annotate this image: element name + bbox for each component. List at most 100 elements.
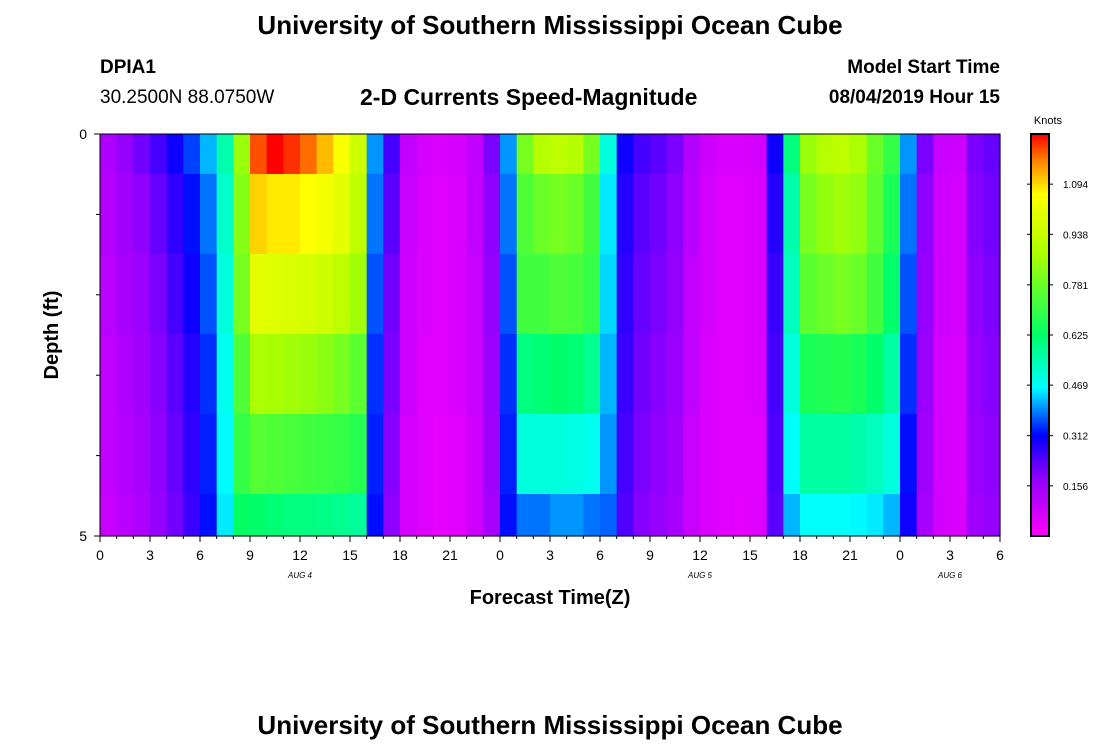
date-label: AUG 4 — [287, 571, 313, 580]
heatmap-cell — [516, 174, 534, 255]
heatmap-cell — [400, 174, 418, 255]
heatmap-cell — [266, 414, 284, 495]
heatmap-cell — [200, 174, 218, 255]
heatmap-cell — [100, 174, 118, 255]
x-axis-label: Forecast Time(Z) — [470, 587, 631, 609]
heatmap-cell — [350, 134, 368, 175]
heatmap-cell — [750, 414, 768, 495]
heatmap-cell — [483, 134, 501, 175]
heatmap-cells — [100, 134, 1001, 537]
heatmap-cell — [483, 174, 501, 255]
heatmap-cell — [716, 334, 734, 415]
heatmap-cell — [366, 254, 384, 335]
title-bottom: University of Southern Mississippi Ocean… — [257, 710, 843, 740]
heatmap-cell — [650, 174, 668, 255]
heatmap-cell — [766, 414, 784, 495]
heatmap-cell — [100, 414, 118, 495]
heatmap-cell — [666, 334, 684, 415]
title-top: University of Southern Mississippi Ocean… — [257, 10, 843, 40]
heatmap-cell — [200, 414, 218, 495]
heatmap-cell — [366, 494, 384, 537]
heatmap-cell — [183, 254, 201, 335]
heatmap-cell — [583, 494, 601, 537]
heatmap-cell — [150, 494, 168, 537]
heatmap-cell — [466, 254, 484, 335]
heatmap-cell — [716, 174, 734, 255]
heatmap-cell — [266, 254, 284, 335]
heatmap-cell — [466, 414, 484, 495]
heatmap-cell — [300, 494, 318, 537]
heatmap-cell — [983, 254, 1001, 335]
heatmap-cell — [550, 254, 568, 335]
heatmap-cell — [550, 174, 568, 255]
heatmap-cell — [583, 174, 601, 255]
date-label: AUG 6 — [937, 571, 963, 580]
heatmap-cell — [550, 134, 568, 175]
heatmap-cell — [916, 254, 934, 335]
heatmap-cell — [966, 494, 984, 537]
heatmap-cell — [966, 414, 984, 495]
heatmap-cell — [250, 334, 268, 415]
heatmap-cell — [433, 414, 451, 495]
heatmap-cell — [116, 174, 134, 255]
heatmap-cell — [500, 254, 518, 335]
heatmap-cell — [500, 494, 518, 537]
heatmap-cell — [833, 334, 851, 415]
heatmap-cell — [150, 254, 168, 335]
heatmap-cell — [900, 334, 918, 415]
heatmap-cell — [183, 334, 201, 415]
x-tick-label: 6 — [196, 547, 204, 563]
heatmap-cell — [600, 334, 618, 415]
heatmap-cell — [700, 334, 718, 415]
heatmap-cell — [950, 254, 968, 335]
heatmap-cell — [950, 414, 968, 495]
heatmap-cell — [400, 334, 418, 415]
heatmap-cell — [183, 174, 201, 255]
colorbar-unit-label: Knots — [1034, 115, 1063, 127]
heatmap-cell — [666, 174, 684, 255]
x-tick-label: 21 — [442, 547, 458, 563]
heatmap-cell — [350, 254, 368, 335]
heatmap-cell — [416, 494, 434, 537]
heatmap-cell — [383, 254, 401, 335]
heatmap-cell — [116, 494, 134, 537]
heatmap-cell — [166, 254, 184, 335]
heatmap-cell — [600, 494, 618, 537]
heatmap-cell — [150, 174, 168, 255]
x-tick-label: 0 — [496, 547, 504, 563]
heatmap-cell — [383, 134, 401, 175]
heatmap-cell — [816, 414, 834, 495]
heatmap-cell — [200, 494, 218, 537]
x-tick-label: 3 — [146, 547, 154, 563]
heatmap-cell — [333, 254, 351, 335]
heatmap-cell — [283, 174, 301, 255]
heatmap-cell — [783, 254, 801, 335]
x-tick-label: 15 — [742, 547, 758, 563]
heatmap-cell — [666, 134, 684, 175]
heatmap-cell — [450, 174, 468, 255]
heatmap-cell — [533, 134, 551, 175]
heatmap-cell — [200, 134, 218, 175]
heatmap-cell — [716, 254, 734, 335]
heatmap-cell — [966, 334, 984, 415]
heatmap-cell — [450, 334, 468, 415]
heatmap-cell — [733, 134, 751, 175]
heatmap-cell — [850, 334, 868, 415]
heatmap-cell — [600, 254, 618, 335]
heatmap-cell — [466, 494, 484, 537]
heatmap-cell — [683, 174, 701, 255]
heatmap-cell — [900, 134, 918, 175]
heatmap-cell — [433, 334, 451, 415]
heatmap-cell — [216, 134, 234, 175]
heatmap-cell — [883, 334, 901, 415]
colorbar-ticks: 0.156 0.312 0.469 0.625 0.781 0.938 1.094 — [1027, 180, 1088, 493]
heatmap-cell — [966, 134, 984, 175]
heatmap-cell — [500, 334, 518, 415]
heatmap-cell — [900, 414, 918, 495]
heatmap-cell — [533, 334, 551, 415]
heatmap-cell — [483, 414, 501, 495]
heatmap-cell — [550, 494, 568, 537]
heatmap-cell — [983, 414, 1001, 495]
heatmap-cell — [250, 414, 268, 495]
heatmap-cell — [133, 494, 151, 537]
